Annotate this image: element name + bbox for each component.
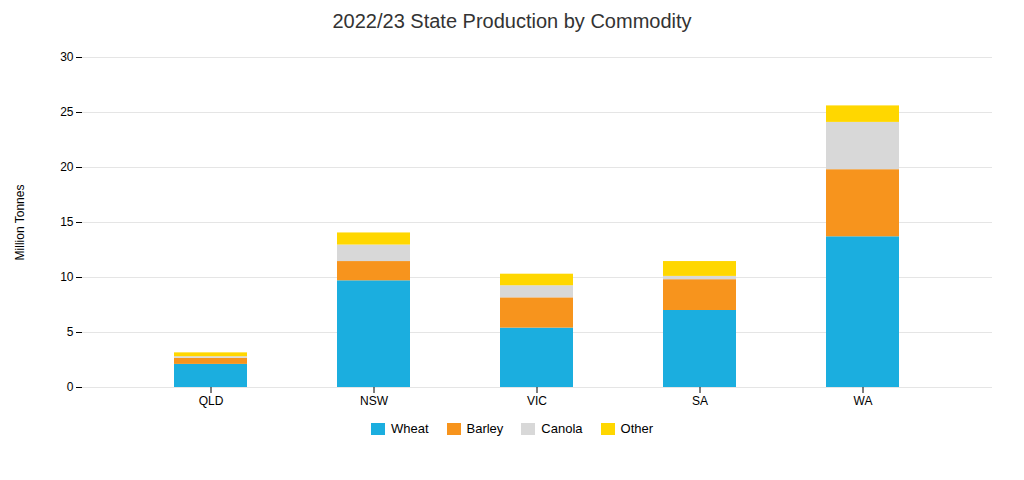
svg-text:WA: WA <box>854 394 873 408</box>
svg-text:25: 25 <box>60 105 74 119</box>
svg-text:5: 5 <box>67 325 74 339</box>
svg-text:SA: SA <box>692 394 708 408</box>
svg-text:Million Tonnes: Million Tonnes <box>13 185 27 261</box>
svg-text:NSW: NSW <box>360 394 389 408</box>
svg-text:QLD: QLD <box>199 394 224 408</box>
svg-text:30: 30 <box>60 50 74 64</box>
html-text:Barley: Barley <box>466 421 504 436</box>
svg-text:10: 10 <box>60 270 74 284</box>
html-text:Other: Other <box>620 421 654 436</box>
svg-text:VIC: VIC <box>527 394 547 408</box>
svg-text:0: 0 <box>67 380 74 394</box>
html-text:Canola: Canola <box>541 421 583 436</box>
svg-text:15: 15 <box>60 215 74 229</box>
svg-text:20: 20 <box>60 160 74 174</box>
html-text:2022/23 State Production by Co: 2022/23 State Production by Commodity <box>332 10 692 32</box>
html-text:Wheat: Wheat <box>390 421 429 436</box>
